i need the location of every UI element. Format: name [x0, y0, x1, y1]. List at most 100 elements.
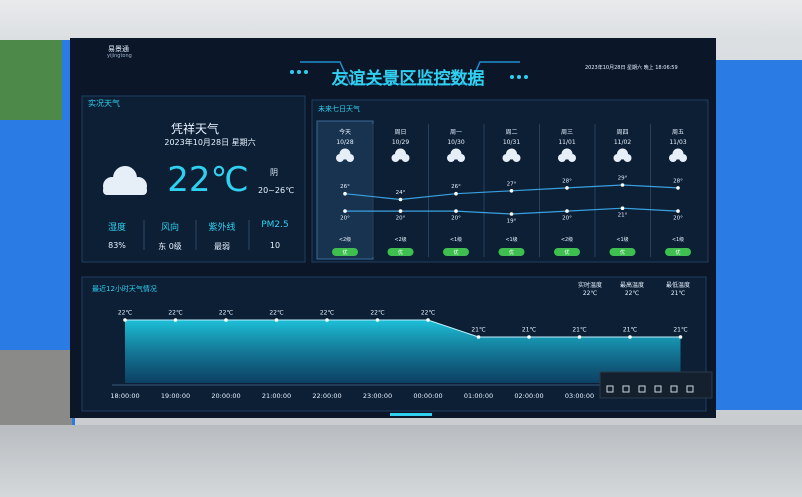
wind: <1级 — [616, 237, 629, 243]
forecast-point — [454, 191, 458, 196]
weather-icon — [336, 148, 354, 162]
forecast-label: 20° — [340, 216, 350, 222]
hour-label: 22℃ — [168, 310, 183, 317]
hour-label: 22℃ — [269, 310, 284, 317]
forecast-point — [343, 191, 347, 196]
hour-point — [224, 318, 228, 322]
hour-label: 21℃ — [471, 327, 486, 334]
stat-label: 紫外线 — [208, 223, 236, 233]
dot — [510, 75, 514, 79]
x-tick-label: 00:00:00 — [413, 392, 442, 400]
hour-point — [628, 335, 632, 339]
x-tick-label: 23:00:00 — [363, 392, 392, 400]
forecast-label: 26° — [451, 184, 461, 190]
x-tick-label: 21:00:00 — [262, 392, 291, 400]
x-tick-label: 01:00:00 — [464, 392, 493, 400]
stat-value: 22℃ — [624, 290, 640, 297]
current-panel — [81, 95, 306, 263]
stat-value: 22℃ — [582, 290, 598, 297]
forecast-label: 28° — [562, 178, 572, 184]
toolbar-icon — [654, 385, 662, 393]
weather-icon — [669, 148, 687, 162]
stat-value: 10 — [269, 241, 281, 250]
day: 周日 — [394, 129, 407, 136]
hour-point — [173, 318, 178, 322]
x-tick-label: 02:00:00 — [514, 392, 543, 400]
toolbar-icon — [686, 385, 694, 393]
wind: <1级 — [449, 237, 463, 243]
title-frame — [300, 61, 520, 85]
air-badge — [387, 248, 414, 256]
area-fill — [125, 320, 681, 383]
forecast-label: 20° — [396, 216, 406, 222]
x-tick-label: 03:00:00 — [565, 392, 594, 400]
forecast-label: 29° — [618, 176, 628, 182]
day-date: 11/03 — [669, 139, 687, 146]
hour-label: 22℃ — [118, 310, 133, 317]
toolbar-icon — [622, 385, 630, 393]
forecast-point — [398, 209, 403, 213]
hour-point — [426, 318, 430, 322]
air-badge — [498, 248, 525, 256]
hour-label: 22℃ — [320, 310, 335, 317]
day-date: 10/30 — [447, 139, 465, 146]
forecast-point — [509, 212, 514, 216]
day: 周三 — [560, 129, 574, 136]
forecast-point — [676, 209, 680, 213]
hour-point — [476, 335, 481, 339]
forecast-point — [676, 186, 680, 190]
forecast-label: 27° — [507, 181, 517, 187]
air-quality: 优 — [509, 249, 514, 256]
day: 周五 — [671, 129, 685, 136]
forecast-point — [454, 209, 458, 213]
logo: 易景通 — [108, 45, 129, 53]
hour-point — [527, 335, 531, 339]
stat-value: 21℃ — [670, 290, 686, 297]
day-date: 11/01 — [558, 139, 576, 146]
air-badge — [665, 248, 691, 256]
air-badge — [609, 248, 636, 256]
forecast-label: 24° — [396, 190, 406, 196]
dot — [517, 75, 521, 79]
dot — [297, 70, 301, 74]
stat-label: 最低温度 — [665, 282, 691, 289]
toolbar-icon — [606, 385, 614, 393]
wind: <2级 — [338, 237, 352, 243]
hour-point — [375, 318, 380, 322]
stat-value: 最弱 — [214, 242, 230, 251]
hour-label: 21℃ — [623, 327, 638, 334]
day: 周四 — [616, 129, 629, 136]
toolbar — [599, 371, 713, 399]
day: 周一 — [449, 129, 463, 136]
forecast-point — [398, 197, 403, 202]
forecast-label: 20° — [562, 216, 572, 222]
panel-title: 最近12小时天气情况 — [92, 285, 157, 293]
forecast-label: 19° — [507, 219, 517, 225]
air-badge — [332, 248, 358, 256]
forecast-label: 20° — [673, 216, 683, 222]
temp-range: 20~26℃ — [258, 186, 295, 195]
page-indicator — [390, 413, 432, 416]
cloud-icon — [103, 166, 147, 195]
air-quality: 优 — [675, 249, 680, 256]
stat-label: 实时温度 — [577, 282, 603, 289]
weather-icon — [502, 148, 521, 162]
stat-value: 83% — [108, 241, 126, 250]
toolbar-icon — [638, 385, 646, 393]
wind: <2级 — [394, 237, 407, 243]
toolbar-icon — [670, 385, 678, 393]
hour-label: 21℃ — [572, 327, 587, 334]
x-tick-label: 22:00:00 — [312, 392, 341, 400]
hour-label: 22℃ — [370, 310, 385, 317]
hour-label: 21℃ — [673, 327, 688, 334]
hour-point — [577, 335, 582, 339]
dot — [304, 70, 308, 74]
logo-sub: yijingtong — [107, 53, 132, 59]
weather-icon — [391, 148, 410, 162]
camera-feed — [0, 350, 72, 425]
weather-icon — [558, 148, 576, 162]
forecast-label: 20° — [451, 216, 461, 222]
day-date: 10/31 — [502, 139, 521, 146]
x-tick-label: 18:00:00 — [110, 392, 139, 400]
